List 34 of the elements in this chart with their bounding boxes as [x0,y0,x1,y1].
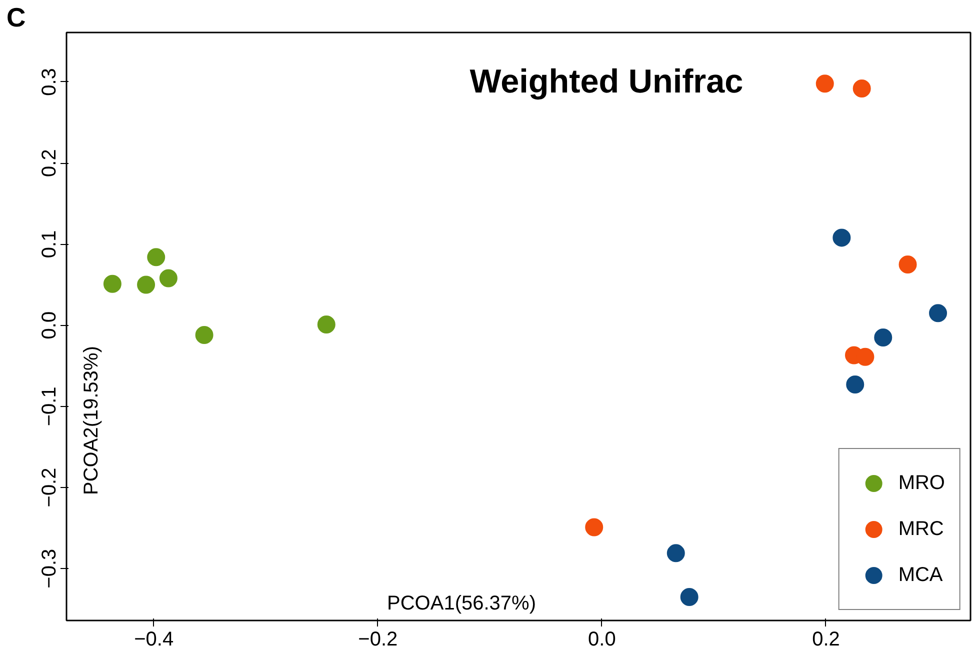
point [666,544,685,562]
point [816,74,834,93]
point [846,376,864,394]
y-tick-label: 0.3 [38,68,60,96]
y-tick-label: 0.1 [38,230,60,258]
point [159,269,178,288]
y-tick-label: 0.0 [38,311,60,340]
legend-label: MCA [898,564,943,586]
x-tick-label: 0.2 [812,628,840,650]
point [929,304,948,322]
point [874,328,892,346]
point [137,276,156,294]
point [832,228,851,247]
point [317,315,336,334]
point [852,79,871,98]
x-axis-title: PCOA1(56.37%) [387,592,536,614]
y-tick-label: −0.2 [38,468,60,508]
point [103,274,122,293]
point [680,588,698,606]
text: C [6,2,26,32]
y-tick-label: −0.1 [38,386,60,426]
point [898,255,917,274]
text: Weighted Unifrac [470,64,744,100]
point [147,248,166,266]
x-tick-label: 0.0 [588,628,616,650]
point [585,518,604,536]
legend-label: MRO [898,472,945,494]
x-tick-label: −0.4 [134,628,174,650]
y-tick-label: −0.3 [38,548,60,588]
point [195,326,214,344]
x-tick-label: −0.2 [358,628,398,650]
y-axis-title: PCOA2(19.53%) [80,346,102,495]
y-tick-label: 0.2 [38,149,60,177]
legend-label: MRC [898,518,944,540]
